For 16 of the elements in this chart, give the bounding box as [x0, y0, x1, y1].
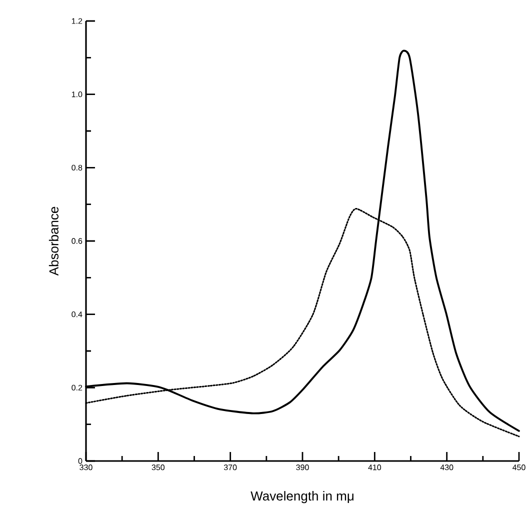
x-tick-label: 330	[80, 464, 92, 470]
x-tick-label: 410	[368, 464, 382, 470]
y-tick-label: 0.4	[72, 311, 82, 318]
y-tick-label: 1.0	[72, 91, 82, 98]
x-tick-label: 350	[152, 464, 165, 470]
x-tick-label: 370	[224, 464, 237, 470]
y-tick-label: 0.6	[72, 238, 82, 244]
x-tick-label: 390	[296, 464, 309, 470]
x-axis-title: Wavelength in mμ	[250, 491, 354, 504]
x-tick-label: 450	[512, 464, 526, 470]
y-tick-label: 0.8	[72, 164, 82, 170]
x-tick-label: 430	[440, 464, 454, 470]
y-tick-label: 0	[78, 458, 82, 464]
y-tick-label: 0.2	[72, 384, 82, 390]
y-axis-title: Absorbance	[48, 206, 58, 276]
y-tick-label: 1.2	[72, 18, 82, 24]
